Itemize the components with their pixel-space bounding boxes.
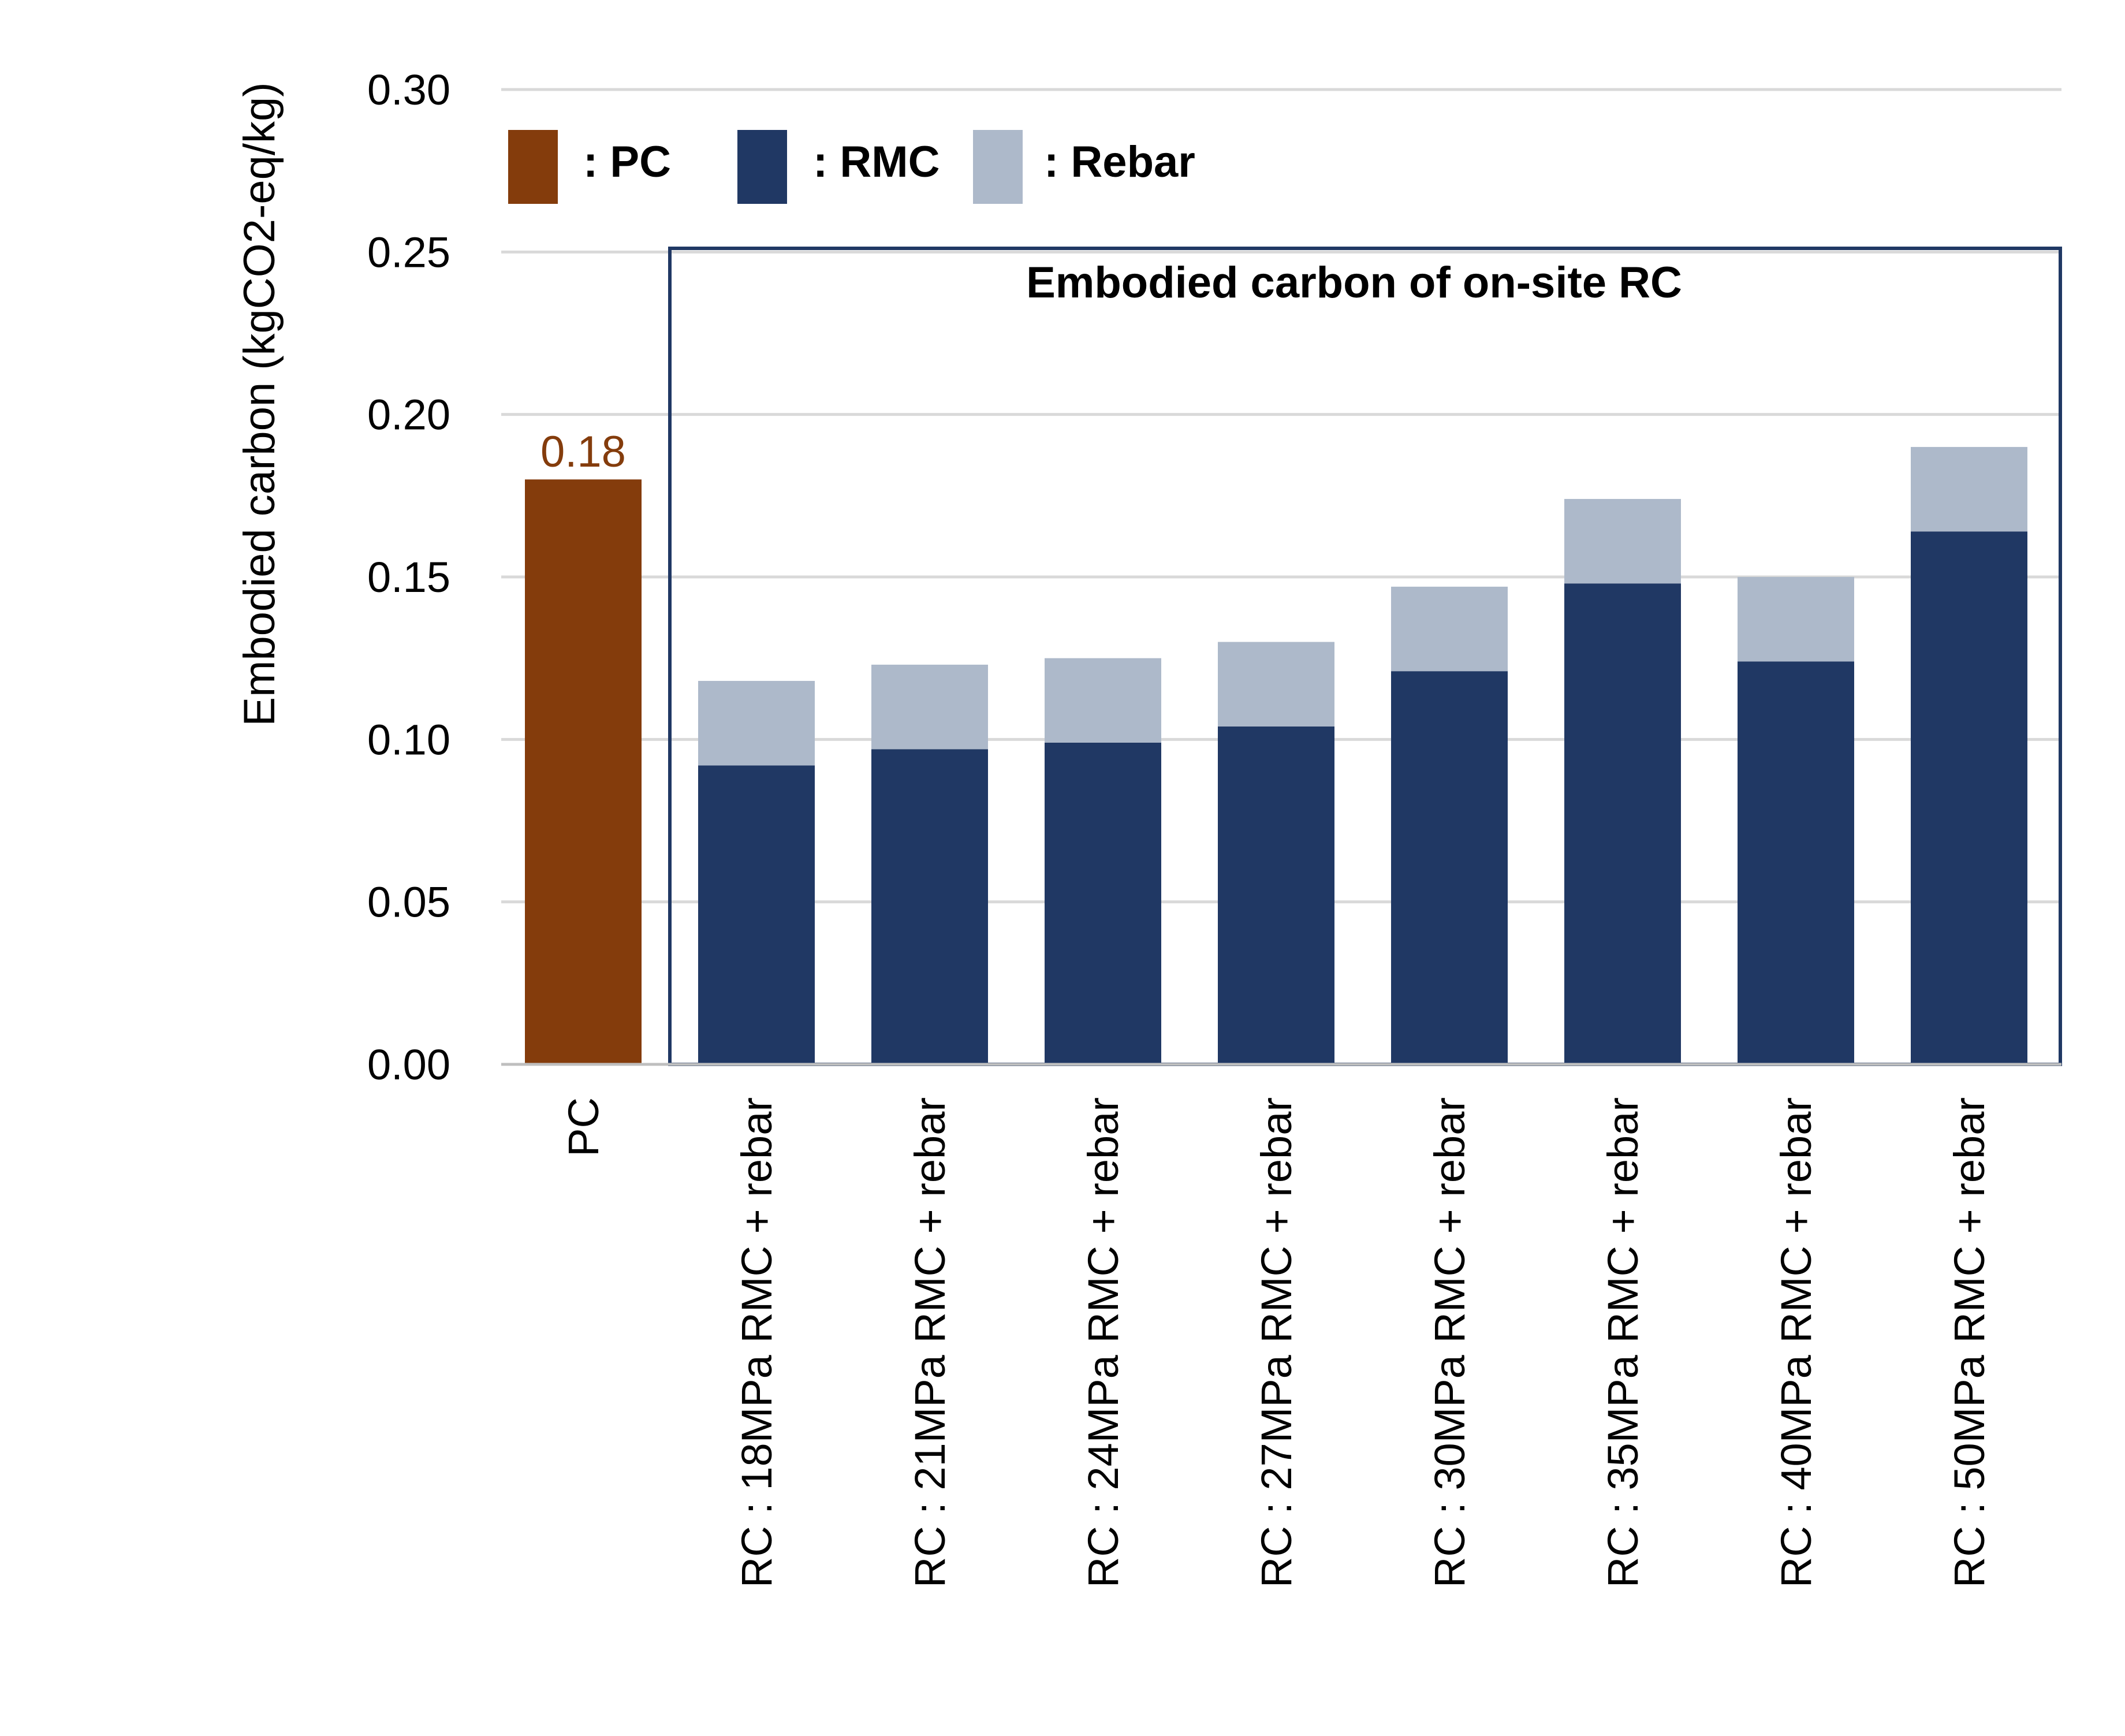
bar-segment [1738, 661, 1854, 1064]
y-tick-label: 0.10 [367, 716, 450, 763]
bar-segment [1045, 742, 1161, 1064]
bar-segment [871, 664, 988, 750]
bar-segment [1391, 671, 1508, 1064]
legend-swatch [737, 130, 787, 204]
annotation-box: Embodied carbon of on-site RC [668, 247, 2062, 1066]
x-category-label: PC [560, 1097, 607, 1157]
y-tick-label: 0.30 [367, 66, 450, 114]
y-axis-title: Embodied carbon (kgCO2-eq/kg) [235, 82, 284, 726]
bar-segment [1218, 642, 1334, 727]
bar-segment [871, 749, 988, 1064]
y-tick-label: 0.20 [367, 391, 450, 439]
bar-segment [1564, 583, 1681, 1064]
y-tick-label: 0.25 [367, 228, 450, 276]
y-tick-label: 0.15 [367, 553, 450, 601]
x-category-labels: PC RC : 18MPa RMC + rebar RC : 21MPa RMC +… [560, 1097, 1993, 1588]
x-category-label: RC : 40MPa RMC + rebar [1772, 1097, 1820, 1588]
legend-swatch [508, 130, 558, 204]
bar-segment [1738, 577, 1854, 662]
x-category-label: RC : 27MPa RMC + rebar [1252, 1097, 1300, 1588]
x-category-label: RC : 24MPa RMC + rebar [1079, 1097, 1127, 1588]
bar-segment [1391, 586, 1508, 672]
legend-label: : PC [583, 137, 671, 187]
bars: 0.18 [525, 427, 2027, 1064]
bar-segment [698, 681, 815, 766]
y-tick-label: 0.00 [367, 1041, 450, 1089]
bar-segment [525, 479, 642, 1064]
y-tick-labels: 0.00 0.05 0.10 0.15 0.20 0.25 0.30 [367, 66, 450, 1089]
legend-swatch [973, 130, 1023, 204]
legend-label: : Rebar [1044, 137, 1195, 187]
legend: : PC : RMC : Rebar [508, 130, 1195, 204]
x-category-label: RC : 50MPa RMC + rebar [1945, 1097, 1993, 1588]
legend-label: : RMC [813, 137, 940, 187]
x-category-label: RC : 18MPa RMC + rebar [733, 1097, 781, 1588]
x-category-label: RC : 30MPa RMC + rebar [1426, 1097, 1474, 1588]
x-category-label: RC : 21MPa RMC + rebar [906, 1097, 954, 1588]
annotation-title: Embodied carbon of on-site RC [1026, 258, 1682, 307]
bar-segment [1911, 531, 2027, 1064]
bar-segment [698, 765, 815, 1064]
bar-segment [1564, 498, 1681, 584]
bar-segment [1911, 446, 2027, 532]
y-tick-label: 0.05 [367, 878, 450, 926]
x-category-label: RC : 35MPa RMC + rebar [1599, 1097, 1647, 1588]
data-label: 0.18 [540, 427, 626, 476]
bar-segment [1218, 726, 1334, 1064]
bar-segment [1045, 658, 1161, 743]
